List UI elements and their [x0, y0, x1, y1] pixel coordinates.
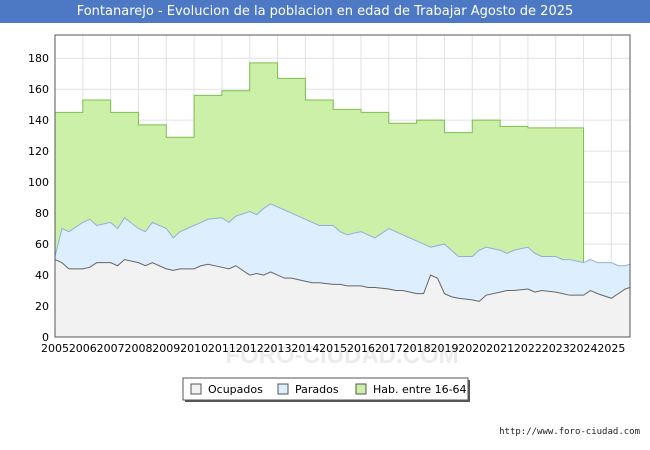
chart-title: Fontanarejo - Evolucion de la poblacion …	[0, 0, 650, 23]
y-tick-label: 100	[28, 176, 49, 189]
x-tick-label: 2022	[514, 342, 542, 355]
x-tick-label: 2005	[41, 342, 69, 355]
x-tick-label: 2018	[403, 342, 431, 355]
area-ocupados	[55, 259, 630, 337]
x-tick-label: 2019	[430, 342, 458, 355]
x-tick-label: 2007	[97, 342, 125, 355]
x-tick-label: 2009	[152, 342, 180, 355]
x-tick-label: 2014	[291, 342, 319, 355]
x-tick-label: 2023	[542, 342, 570, 355]
y-tick-label: 160	[28, 83, 49, 96]
y-tick-label: 80	[35, 207, 49, 220]
axes	[54, 34, 631, 338]
y-tick-label: 60	[35, 238, 49, 251]
watermark-text: FORO-CIUDAD.COM	[225, 342, 458, 369]
x-tick-label: 2020	[458, 342, 486, 355]
x-tick-label: 2021	[486, 342, 514, 355]
x-tick-label: 2016	[347, 342, 375, 355]
area-series	[54, 62, 631, 337]
x-tick-label: 2011	[208, 342, 236, 355]
y-tick-label: 120	[28, 145, 49, 158]
line-ocupados	[54, 259, 631, 302]
legend-box	[182, 377, 469, 401]
x-tick-label: 2017	[375, 342, 403, 355]
x-tick-labels: 2005 2006 2007 2008 2009 2010 2011 2012 2013 2014…	[41, 342, 625, 355]
legend-swatch	[277, 383, 289, 395]
x-tick-label: 2025	[597, 342, 625, 355]
line-parados	[54, 203, 631, 267]
legend-label: Hab. entre 16-64	[373, 383, 467, 396]
y-tick-labels: 0 20 40 60 80 100 120 140 160 180	[28, 52, 49, 344]
x-tick-label: 2024	[570, 342, 598, 355]
x-tick-label: 2012	[236, 342, 264, 355]
y-tick-label: 20	[35, 300, 49, 313]
y-tick-label: 40	[35, 269, 49, 282]
x-tick-label: 2006	[69, 342, 97, 355]
legend-label: Ocupados	[208, 383, 263, 396]
legend-label: Parados	[295, 383, 339, 396]
y-tick-label: 0	[42, 331, 49, 344]
legend: Ocupados Parados Hab. entre 16-64	[182, 377, 470, 402]
plot-border	[54, 34, 631, 338]
source-url[interactable]: http://www.foro-ciudad.com	[499, 427, 640, 437]
legend-swatch	[190, 383, 202, 395]
x-tick-label: 2008	[124, 342, 152, 355]
line-hab-entre-16-64	[55, 62, 585, 263]
y-tick-label: 180	[28, 52, 49, 65]
y-tick-label: 140	[28, 114, 49, 127]
x-tick-label: 2013	[264, 342, 292, 355]
x-tick-label: 2010	[180, 342, 208, 355]
x-tick-label: 2015	[319, 342, 347, 355]
legend-swatch	[355, 383, 367, 395]
